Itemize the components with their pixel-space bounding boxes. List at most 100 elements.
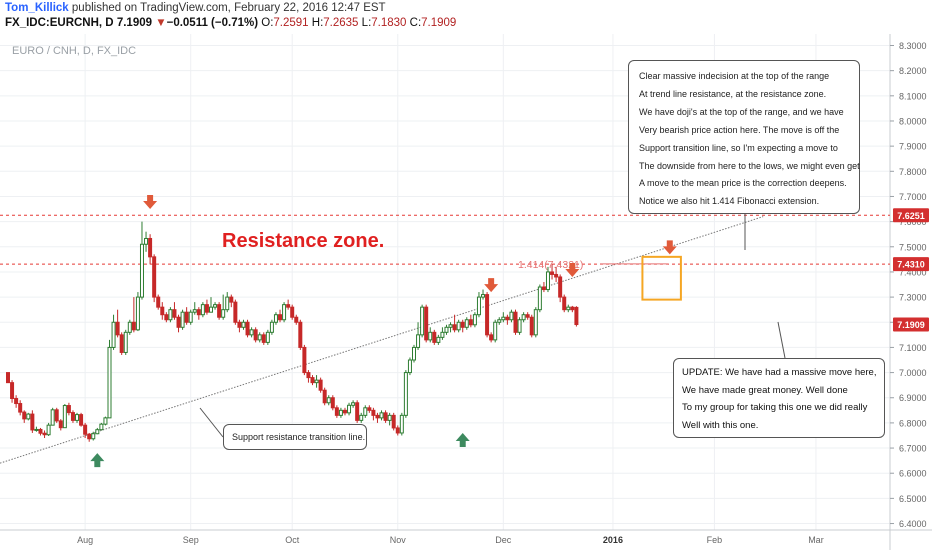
- analysis-callout[interactable]: Clear massive indecision at the top of t…: [628, 60, 860, 214]
- resistance-zone-label: Resistance zone.: [222, 230, 385, 252]
- candle-down: [318, 379, 323, 391]
- candle-down: [253, 329, 258, 341]
- candle-up: [135, 296, 140, 331]
- callout-line: At trend line resistance, at the resista…: [639, 88, 827, 99]
- price-change: −0.0511 (−0.71%): [166, 17, 259, 29]
- candle-up: [326, 397, 331, 404]
- down-arrow-icon: [565, 262, 580, 277]
- high-value: 7.2635: [323, 17, 359, 29]
- candle-down: [371, 409, 376, 416]
- candle-up: [180, 311, 185, 328]
- candle-up: [188, 311, 193, 323]
- callout-line: Well with this one.: [682, 419, 759, 431]
- candle-down: [278, 314, 283, 321]
- high-label: H:: [311, 17, 324, 29]
- x-tick-label: Sep: [183, 535, 199, 545]
- y-tick-label: 6.8000: [899, 418, 927, 428]
- candle-down: [375, 414, 380, 419]
- candle-up: [34, 428, 39, 431]
- candle-down: [395, 427, 400, 434]
- candle-down: [58, 420, 63, 429]
- candle-down: [160, 306, 165, 316]
- candle-down: [306, 372, 311, 379]
- candle-down: [184, 311, 189, 323]
- callout-line: Support transition line, so I'm expectin…: [639, 142, 838, 153]
- down-arrow-icon: [143, 195, 158, 210]
- open-value: 7.2591: [273, 17, 309, 29]
- candle-down: [452, 324, 457, 331]
- callout-line: We have made great money. Well done: [682, 384, 848, 396]
- fib-extension-label: 1.414(7.4321): [518, 259, 583, 271]
- candle-down: [355, 402, 360, 421]
- open-label: O:: [261, 17, 274, 29]
- candle-down: [334, 407, 339, 416]
- y-tick-label: 7.0000: [899, 368, 927, 378]
- candle-up: [481, 294, 486, 298]
- candle-down: [432, 331, 437, 343]
- candle-up: [144, 237, 149, 245]
- support-callout-pointer: [199, 407, 224, 438]
- x-tick-label: Feb: [707, 535, 723, 545]
- candle-down: [164, 314, 169, 321]
- y-tick-label: 6.7000: [899, 444, 927, 454]
- y-tick-label: 6.6000: [899, 469, 927, 479]
- candle-up: [379, 412, 384, 419]
- candle-up: [225, 296, 230, 311]
- support-callout[interactable]: Support resistance transition line.: [223, 424, 367, 450]
- candle-down: [342, 409, 347, 414]
- candle-up: [416, 334, 421, 348]
- candle-down: [22, 411, 27, 420]
- candle-down: [42, 432, 47, 436]
- candle-up: [103, 417, 108, 425]
- update-callout[interactable]: UPDATE: We have had a massive move here,…: [673, 358, 885, 438]
- candle-down: [525, 314, 530, 318]
- price-tag: [893, 317, 929, 332]
- price-tag: [893, 208, 929, 223]
- candle-up: [111, 321, 116, 348]
- candle-up: [269, 321, 274, 333]
- candle-down: [217, 304, 222, 318]
- candle-up: [537, 286, 542, 311]
- candle-up: [123, 331, 128, 353]
- y-tick-label: 7.9000: [899, 142, 927, 152]
- candle-up: [517, 319, 522, 333]
- candle-up: [273, 314, 278, 323]
- candle-up: [440, 331, 445, 338]
- author-link[interactable]: Tom_Killick: [5, 2, 69, 14]
- y-tick-label: 8.3000: [899, 41, 927, 51]
- candle-down: [558, 276, 563, 298]
- candle-down: [460, 321, 465, 328]
- candle-down: [513, 311, 518, 333]
- candle-down: [245, 321, 250, 336]
- candle-down: [541, 286, 546, 291]
- candle-up: [265, 331, 270, 343]
- candle-down: [18, 403, 23, 413]
- candle-up: [139, 243, 144, 298]
- x-tick-label: Dec: [495, 535, 512, 545]
- candle-down: [30, 413, 35, 431]
- y-tick-label: 7.3000: [899, 293, 927, 303]
- candle-up: [363, 407, 368, 416]
- down-arrow-icon: ▼: [155, 17, 167, 29]
- candle-down: [196, 309, 201, 316]
- candle-down: [233, 301, 238, 323]
- y-tick-label: 6.4000: [899, 519, 927, 529]
- candle-up: [347, 404, 352, 414]
- last-price: 7.1909: [116, 17, 153, 29]
- candle-up: [412, 346, 416, 361]
- candle-up: [509, 311, 514, 321]
- candle-down: [70, 412, 75, 421]
- candle-down: [115, 321, 120, 336]
- candle-up: [241, 321, 246, 328]
- candle-up: [399, 414, 404, 434]
- candle-down: [131, 321, 136, 331]
- candle-up: [420, 306, 425, 336]
- price-tag-label: 7.4310: [897, 260, 925, 270]
- x-tick-label: Mar: [808, 535, 824, 545]
- candle-up: [359, 414, 364, 421]
- candle-down: [562, 296, 567, 311]
- candle-up: [213, 304, 218, 308]
- down-arrow-icon: [484, 278, 499, 293]
- candle-up: [464, 319, 469, 328]
- candle-up: [221, 309, 226, 318]
